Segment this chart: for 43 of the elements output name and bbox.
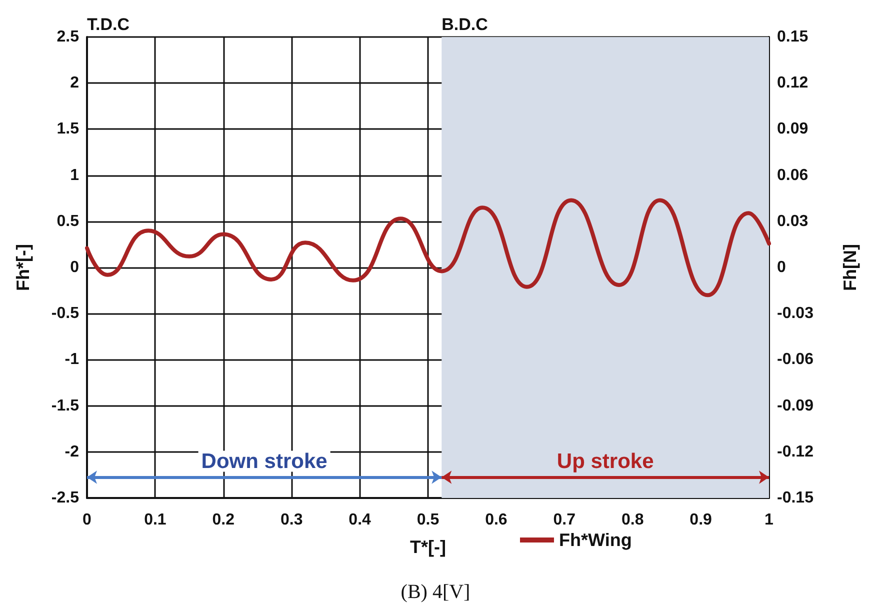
x-tick-label: 1 — [764, 512, 774, 528]
x-tick-label: 0.6 — [485, 512, 508, 528]
y-tick-label: 1.5 — [56, 120, 80, 138]
annotation: Down stroke — [201, 450, 328, 473]
y-tick-label: 0 — [70, 259, 80, 276]
y2-tick-label: -0.03 — [777, 305, 814, 322]
y2-tick-label: -0.06 — [777, 351, 814, 368]
x-tick-label: 0.4 — [348, 512, 372, 528]
x-tick-label: 0.7 — [553, 512, 576, 528]
text: T.D.C — [87, 15, 130, 34]
y2-axis-title: Fh[N] — [840, 244, 860, 291]
annotation: Up stroke — [556, 450, 654, 473]
y-axis-title: Fh*[-] — [13, 244, 33, 291]
y2-tick-label: -0.12 — [777, 443, 814, 460]
text: (B) 4[V] — [400, 581, 470, 603]
x-tick-label: 0.9 — [690, 512, 712, 528]
x-tick-label: 0.5 — [416, 512, 440, 528]
y-tick-label: 2 — [70, 74, 80, 92]
y2-tick-label: 0.06 — [777, 166, 808, 184]
y2-tick-label: 0.03 — [777, 212, 808, 230]
text: B.D.C — [442, 15, 488, 34]
y-tick-label: -2 — [64, 443, 80, 460]
x-tick-label: 0 — [82, 512, 92, 528]
y2-tick-label: -0.15 — [777, 490, 814, 506]
y2-tick-label: 0 — [777, 259, 786, 276]
y2-tick-label: -0.09 — [777, 397, 814, 414]
legend-label: Fh*Wing — [559, 530, 632, 550]
x-tick-label: 0.2 — [212, 512, 235, 528]
y-tick-label: 0.5 — [56, 212, 80, 230]
y-tick-label: -2.5 — [51, 490, 80, 506]
x-tick-label: 0.3 — [280, 512, 303, 528]
y2-tick-label: 0.12 — [777, 74, 808, 92]
x-axis-title: T*[-] — [410, 537, 446, 557]
y-tick-label: 2.5 — [56, 28, 80, 46]
x-tick-label: 0.8 — [621, 512, 644, 528]
x-tick-label: 0.1 — [144, 512, 166, 528]
y2-tick-label: 0.15 — [777, 28, 808, 46]
y-tick-label: 1 — [70, 166, 80, 184]
y-tick-label: -1 — [64, 351, 80, 368]
y-tick-label: -0.5 — [51, 305, 80, 322]
line-series — [85, 198, 771, 298]
y-tick-label: -1.5 — [51, 397, 80, 414]
y2-tick-label: 0.09 — [777, 120, 808, 138]
